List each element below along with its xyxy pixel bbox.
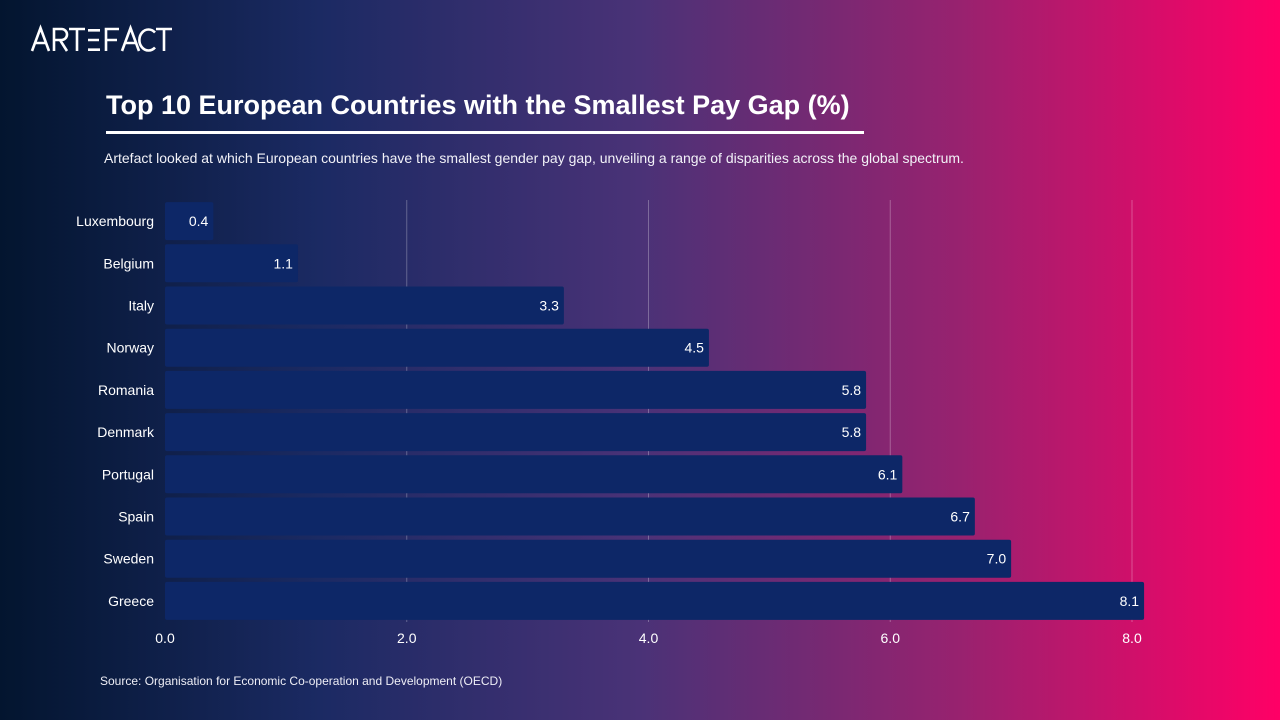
bar (165, 455, 903, 494)
value-label: 0.4 (189, 213, 209, 229)
category-label: Greece (108, 593, 154, 609)
category-label: Spain (118, 509, 154, 525)
category-label: Sweden (103, 551, 154, 567)
category-label: Belgium (103, 255, 154, 271)
value-label: 8.1 (1120, 593, 1140, 609)
bar (165, 581, 1145, 620)
value-label: 4.5 (684, 340, 704, 356)
x-tick-label: 4.0 (639, 630, 659, 646)
value-label: 1.1 (273, 255, 293, 271)
category-label: Norway (107, 340, 154, 356)
bar (165, 370, 867, 409)
bar (165, 328, 709, 367)
x-tick-label: 0.0 (155, 630, 175, 646)
value-label: 6.7 (950, 509, 970, 525)
value-label: 5.8 (842, 382, 862, 398)
category-label: Luxembourg (76, 213, 154, 229)
title-underline (106, 131, 864, 134)
artefact-logo (30, 24, 172, 56)
bar-chart: Luxembourg 0.4 Belgium 1.1 Italy 3.3 Norway 4.5… (76, 200, 1145, 646)
category-label: Portugal (102, 466, 154, 482)
category-label: Denmark (97, 424, 155, 440)
bar (165, 539, 1012, 578)
x-tick-label: 8.0 (1122, 630, 1142, 646)
bar (165, 413, 867, 452)
value-label: 7.0 (987, 551, 1007, 567)
bar (165, 244, 298, 283)
x-tick-label: 2.0 (397, 630, 417, 646)
value-label: 6.1 (878, 466, 898, 482)
bar (165, 497, 975, 536)
bar (165, 202, 214, 241)
bar (165, 286, 564, 325)
source-note: Source: Organisation for Economic Co-ope… (100, 674, 503, 688)
x-tick-label: 6.0 (881, 630, 901, 646)
category-label: Romania (98, 382, 154, 398)
chart-title: Top 10 European Countries with the Small… (106, 90, 850, 120)
value-label: 3.3 (539, 298, 559, 314)
category-label: Italy (128, 298, 154, 314)
value-label: 5.8 (842, 424, 862, 440)
chart-subtitle: Artefact looked at which European countr… (104, 150, 964, 166)
